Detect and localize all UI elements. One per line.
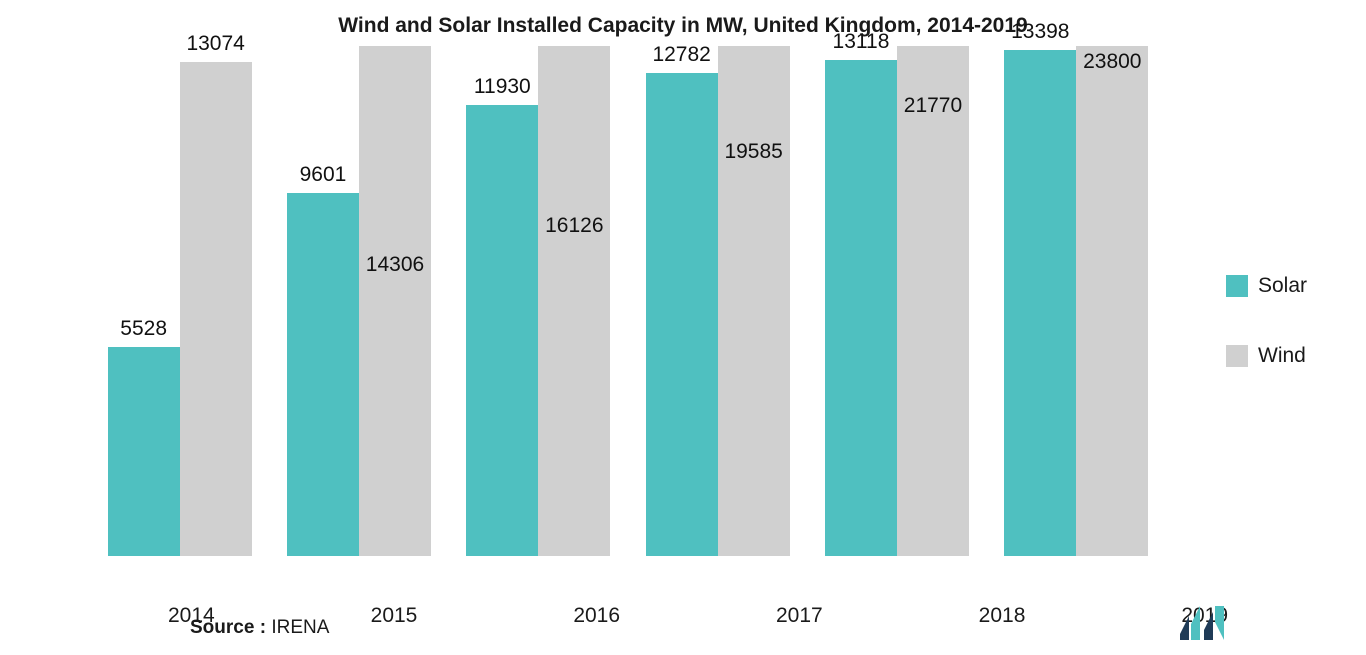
legend-swatch-wind bbox=[1226, 345, 1248, 367]
solar-bar: 13118 bbox=[825, 60, 897, 556]
solar-bar-value: 11930 bbox=[474, 75, 531, 99]
wind-bar-value: 23800 bbox=[1083, 50, 1141, 74]
wind-bar-value: 21770 bbox=[904, 94, 962, 118]
bar-group: 11930 16126 bbox=[449, 46, 628, 556]
wind-bar-value: 16126 bbox=[545, 214, 603, 238]
bar-group: 13398 23800 bbox=[987, 46, 1166, 556]
legend-item-solar: Solar bbox=[1226, 274, 1342, 298]
wind-bar: 19585 bbox=[718, 46, 790, 556]
solar-bar-value: 9601 bbox=[300, 163, 347, 187]
x-axis-tick: 2016 bbox=[495, 604, 698, 628]
legend-label-solar: Solar bbox=[1258, 274, 1307, 298]
x-axis-tick: 2018 bbox=[901, 604, 1104, 628]
source-value: IRENA bbox=[271, 617, 329, 638]
source-label: Source : bbox=[190, 617, 266, 638]
solar-bar: 13398 bbox=[1004, 50, 1076, 556]
bar-group: 552813074 bbox=[90, 46, 269, 556]
wind-bar: 21770 bbox=[897, 46, 969, 556]
wind-bar: 13074 bbox=[180, 62, 252, 556]
bar-group: 13118 21770 bbox=[807, 46, 986, 556]
wind-bar-value: 19585 bbox=[724, 140, 782, 164]
solar-bar-value: 12782 bbox=[652, 43, 710, 67]
solar-bar-value: 13118 bbox=[833, 30, 890, 54]
mn-logo-icon bbox=[1180, 606, 1236, 645]
solar-bar: 9601 bbox=[287, 193, 359, 556]
wind-bar: 16126 bbox=[538, 46, 610, 556]
legend-swatch-solar bbox=[1226, 275, 1248, 297]
bar-group: 9601 14306 bbox=[269, 46, 448, 556]
legend: Solar Wind bbox=[1226, 46, 1366, 596]
source-attribution: Source : IRENA bbox=[190, 617, 329, 639]
legend-item-wind: Wind bbox=[1226, 344, 1342, 368]
solar-bar: 12782 bbox=[646, 73, 718, 556]
legend-label-wind: Wind bbox=[1258, 344, 1306, 368]
solar-bar-value: 13398 bbox=[1011, 20, 1069, 44]
plot-area: 5528130749601143061193016126127821958513… bbox=[0, 46, 1226, 556]
wind-bar: 14306 bbox=[359, 46, 431, 556]
x-axis-tick: 2017 bbox=[698, 604, 901, 628]
solar-bar: 5528 bbox=[108, 347, 180, 556]
wind-bar-value: 14306 bbox=[366, 253, 424, 277]
solar-bar-value: 5528 bbox=[120, 317, 167, 341]
wind-bar: 23800 bbox=[1076, 46, 1148, 556]
wind-bar-value: 13074 bbox=[186, 32, 244, 56]
solar-bar: 11930 bbox=[466, 105, 538, 556]
chart-area: 5528130749601143061193016126127821958513… bbox=[0, 46, 1366, 596]
bar-group: 1278219585 bbox=[628, 46, 807, 556]
